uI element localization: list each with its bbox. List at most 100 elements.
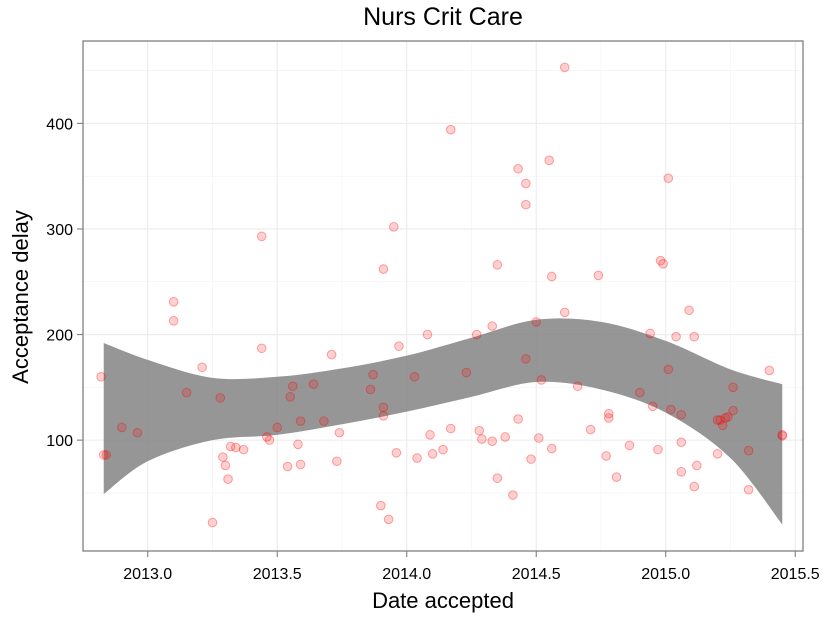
data-point [487,321,498,331]
data-point [712,449,723,459]
data-point [264,435,275,445]
data-point [256,231,267,242]
x-axis-label: Date accepted [372,588,514,613]
data-point [777,430,788,440]
data-point [272,422,283,433]
data-point [666,404,676,415]
data-point [383,514,394,525]
smoothing-confidence-band [103,318,783,525]
data-point [223,474,233,484]
data-point [101,450,112,460]
data-point [536,375,547,385]
data-point [308,379,319,389]
data-point [658,258,668,269]
data-point [391,448,402,458]
data-point [293,439,303,450]
data-point [295,416,306,426]
data-point [546,443,557,454]
data-point [526,454,536,464]
data-point [168,316,179,326]
data-point [492,260,503,270]
data-point [207,517,218,528]
data-point [262,432,272,442]
data-point [585,424,596,435]
data-point [684,305,694,316]
data-point [647,401,658,412]
data-point [427,449,438,459]
data-point [635,387,645,398]
data-point [676,437,687,448]
plot-panel-border [82,40,804,552]
data-point [728,382,738,393]
data-point [319,416,329,426]
y-tick-label: 300 [46,222,73,239]
data-point [378,264,389,274]
data-point [559,307,570,318]
data-point [720,413,731,423]
x-tick-label: 2013.5 [253,566,302,583]
data-point [98,450,109,460]
y-tick-label: 100 [46,433,73,450]
data-point [332,456,342,467]
data-point [282,461,293,472]
data-point [474,425,485,436]
data-point [603,413,614,423]
data-point [215,393,226,403]
data-point [412,453,422,463]
chart-title: Nurs Crit Care [363,3,523,31]
x-tick-label: 2014.5 [512,566,561,583]
y-axis-ticks: 100 200 300 400 [46,116,83,450]
data-point [96,371,106,382]
y-tick-label: 400 [46,116,73,133]
data-point [285,392,295,402]
data-point [692,460,702,471]
data-point [334,427,345,438]
data-point [593,270,604,281]
x-tick-label: 2014.0 [382,566,431,583]
data-point [663,173,674,184]
data-point [256,343,267,354]
data-point [676,467,687,477]
data-point [572,381,583,392]
data-point [225,441,236,452]
data-point [653,444,663,455]
data-point [500,432,510,442]
data-point [295,459,306,470]
data-point [743,445,754,456]
data-point [238,444,249,455]
x-tick-label: 2015.0 [641,566,690,583]
data-point [717,420,728,431]
data-point [521,178,531,189]
data-point [544,155,554,166]
data-point [508,490,518,500]
data-point [645,328,655,339]
data-point [513,414,523,424]
data-point [378,411,389,421]
data-point [445,423,456,434]
data-point [487,436,498,446]
data-point [743,484,754,495]
data-point [388,222,399,232]
confidence-band [103,318,783,525]
data-point [715,415,725,425]
data-point [546,271,557,282]
data-point [601,451,611,461]
data-point [422,329,433,340]
data-point [132,427,143,438]
data-point [461,367,472,378]
data-point [168,297,179,307]
data-point [777,431,788,441]
data-point [521,199,531,210]
x-tick-label: 2013.0 [123,566,172,583]
data-point [676,409,687,420]
data-point [287,381,298,392]
data-point [231,442,241,453]
data-point [624,440,635,451]
y-axis-label: Acceptance delay [8,210,33,384]
data-point [559,62,570,73]
data-point [220,460,231,471]
data-point [723,412,733,422]
data-point [181,387,192,398]
data-point [117,422,127,433]
